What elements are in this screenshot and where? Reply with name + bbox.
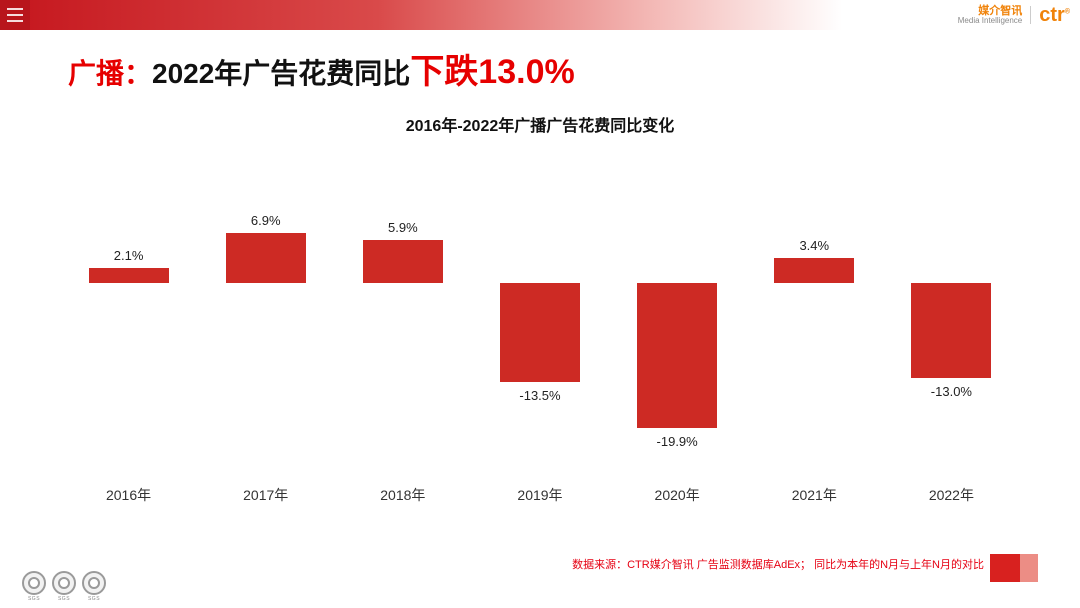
top-bar: 媒介智讯 Media Intelligence ctr® — [0, 0, 1080, 30]
sgs-logo: SGS — [82, 571, 106, 602]
bar-2017年 — [225, 232, 306, 283]
bar-group: 3.4% 2021年 — [746, 150, 883, 505]
bar-group: -19.9% 2020年 — [609, 150, 746, 505]
category-label: 2018年 — [380, 487, 426, 503]
category-label: 2017年 — [243, 487, 289, 503]
chart-title: 2016年-2022年广播广告花费同比变化 — [405, 118, 675, 135]
bar-group: 6.9% 2017年 — [197, 150, 334, 505]
brand-name-en: Media Intelligence — [957, 15, 1023, 25]
brand-area: 媒介智讯 Media Intelligence ctr® — [958, 0, 1070, 30]
bar-group: -13.0% 2022年 — [883, 150, 1020, 505]
hamburger-menu-icon[interactable] — [0, 0, 30, 30]
value-label: 2.1% — [113, 247, 144, 263]
ctr-logo: ctr® — [1039, 4, 1070, 26]
value-label: -19.9% — [656, 434, 698, 450]
title-middle: 2022年广告花费同比 — [152, 58, 411, 89]
bar-group: 5.9% 2018年 — [334, 150, 471, 505]
brand-text: 媒介智讯 Media Intelligence — [958, 5, 1022, 26]
sgs-logo: SGS — [52, 571, 76, 602]
bar-2018年 — [362, 239, 443, 283]
value-label: 6.9% — [250, 212, 281, 228]
title-prefix: 广播： — [68, 58, 153, 89]
brand-name-cn: 媒介智讯 — [978, 4, 1023, 17]
value-label: 5.9% — [388, 219, 418, 235]
plot-area: 2.1% 2016年 6.9% 2017年 5.9% 2018年 -13.5% 2019年 -1… — [60, 150, 1020, 505]
brand-divider — [1030, 6, 1032, 24]
certification-logos: SGS SGS SGS — [22, 571, 106, 602]
category-label: 2021年 — [791, 487, 837, 503]
bar-2021年 — [774, 258, 855, 283]
value-label: 3.4% — [799, 238, 830, 254]
bar-2020年 — [637, 283, 718, 429]
page-title: 广播：2022年广告花费同比下跌13.0% — [68, 44, 575, 93]
value-label: -13.0% — [930, 383, 973, 399]
bar-group: -13.5% 2019年 — [471, 150, 608, 505]
data-source-note: 数据来源：CTR媒介智讯 广告监测数据库AdEx； 同比为本年的N月与上年N月的… — [572, 559, 984, 571]
category-label: 2019年 — [517, 487, 563, 503]
bar-2019年 — [499, 283, 580, 382]
registered-mark: ® — [1064, 8, 1070, 16]
category-label: 2020年 — [654, 487, 700, 503]
corner-mark-light — [1019, 554, 1038, 582]
corner-mark-dark — [990, 554, 1020, 582]
bar-2022年 — [911, 283, 992, 378]
category-label: 2016年 — [105, 487, 152, 503]
category-label: 2022年 — [928, 487, 974, 503]
corner-brand-mark — [990, 554, 1038, 582]
value-label: -13.5% — [519, 387, 561, 403]
sgs-logo: SGS — [22, 571, 46, 602]
title-highlight: 下跌13.0% — [410, 53, 575, 91]
bar-2016年 — [88, 267, 169, 283]
bar-group: 2.1% 2016年 — [60, 150, 197, 505]
